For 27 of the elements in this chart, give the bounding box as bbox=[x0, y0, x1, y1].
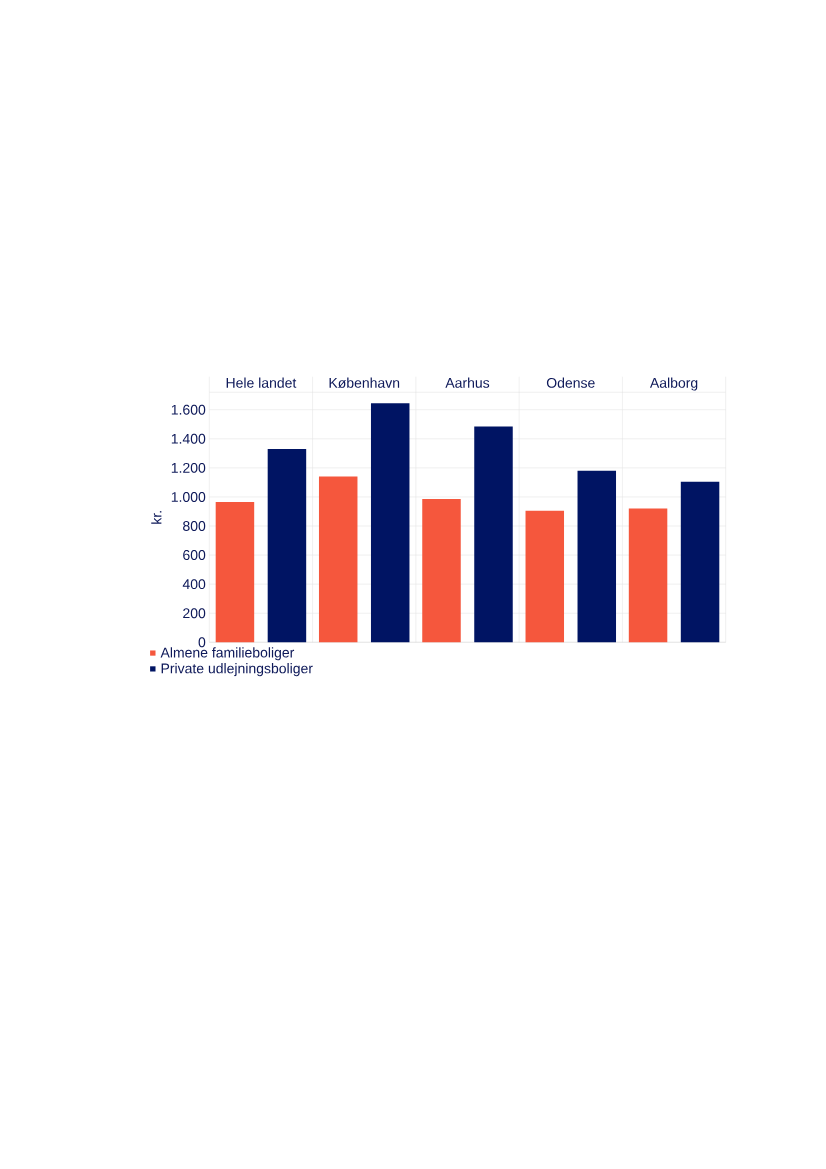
bar bbox=[215, 502, 255, 643]
y-tick-label: 200 bbox=[183, 608, 206, 619]
y-tick-label: 1.000 bbox=[171, 491, 206, 502]
bar bbox=[680, 481, 720, 643]
y-tick-label: 800 bbox=[183, 521, 206, 531]
bar bbox=[577, 470, 617, 643]
x-tick-label: Aalborg bbox=[649, 377, 698, 391]
y-axis-title: kr. bbox=[151, 511, 162, 524]
bar bbox=[370, 403, 410, 643]
bar bbox=[525, 510, 565, 643]
bar bbox=[318, 476, 358, 643]
x-tick-label: København bbox=[329, 377, 400, 388]
legend-label: Almene familieboliger bbox=[160, 647, 295, 661]
bar bbox=[267, 448, 307, 643]
y-tick-label: 600 bbox=[183, 550, 206, 561]
x-tick-label: Hele landet bbox=[226, 377, 297, 388]
x-tick-label: Aarhus bbox=[445, 377, 490, 388]
y-tick-label: 1.600 bbox=[171, 404, 206, 415]
bar bbox=[422, 499, 461, 643]
legend-label: Private udlejningsboliger bbox=[161, 663, 313, 677]
y-tick-label: 0 bbox=[198, 637, 206, 648]
x-tick-label: Odense bbox=[546, 377, 595, 388]
bar bbox=[628, 508, 668, 643]
bar bbox=[474, 426, 513, 643]
y-tick-label: 400 bbox=[182, 579, 206, 590]
y-tick-label: 1.200 bbox=[171, 462, 206, 473]
y-tick-label: 1.400 bbox=[171, 433, 206, 444]
